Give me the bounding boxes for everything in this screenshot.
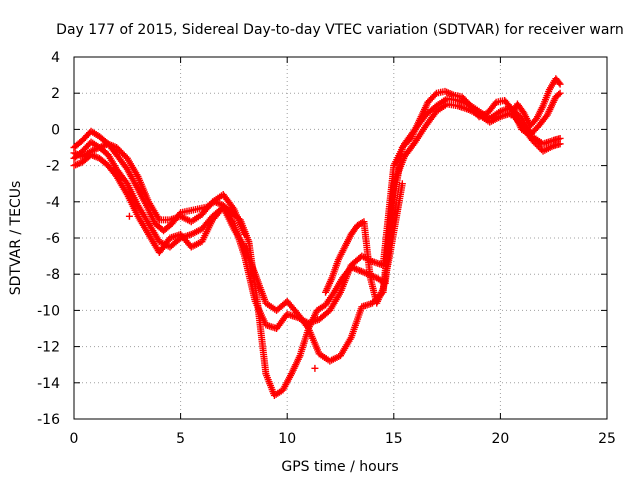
data-point [116, 147, 124, 155]
data-point [119, 150, 127, 158]
y-tick-label: -4 [46, 195, 60, 211]
data-point [555, 90, 563, 98]
data-point [515, 111, 523, 119]
data-point [303, 323, 311, 331]
data-point [120, 151, 128, 159]
data-point [534, 142, 542, 150]
data-point [398, 180, 406, 188]
data-point [311, 364, 319, 372]
x-tick-label: 15 [385, 431, 403, 447]
y-tick-label: 4 [51, 50, 60, 66]
data-point [556, 89, 564, 97]
chart-title: Day 177 of 2015, Sidereal Day-to-day VTE… [56, 22, 624, 38]
data-point [125, 212, 133, 220]
y-tick-label: -8 [46, 267, 60, 283]
data-point [533, 141, 541, 149]
data-point [117, 148, 125, 156]
data-point [556, 140, 564, 148]
data-point [556, 80, 564, 88]
series-track-3 [70, 100, 564, 365]
data-point [536, 144, 544, 152]
x-axis-title: GPS time / hours [281, 459, 398, 475]
data-point [431, 91, 439, 99]
data-point [528, 136, 536, 144]
y-axis-title: SDTVAR / TECUs [8, 181, 24, 296]
y-tick-labels: -16 -14 -12 -10 -8 -6 -4 -2 0 2 4 [37, 50, 60, 428]
x-tick-label: 10 [278, 431, 296, 447]
plot-frame [73, 56, 608, 420]
y-tick-label: -6 [46, 231, 60, 247]
data-point [114, 145, 122, 153]
x-tick-label: 0 [70, 431, 79, 447]
tick-marks [73, 56, 608, 420]
x-tick-label: 25 [598, 431, 616, 447]
y-tick-label: -10 [37, 303, 60, 319]
data-point [530, 138, 538, 146]
isolated-points [125, 212, 319, 372]
data-point [241, 230, 249, 238]
data-point [531, 139, 539, 147]
data-point [296, 314, 304, 322]
x-tick-label: 5 [176, 431, 185, 447]
x-tick-label: 20 [491, 431, 509, 447]
y-tick-label: -12 [37, 340, 60, 356]
series-track-6 [507, 75, 564, 130]
y-tick-label: -14 [37, 376, 60, 392]
y-tick-label: -2 [46, 159, 60, 175]
y-tick-label: -16 [37, 412, 60, 428]
series-track-5 [322, 180, 406, 307]
data-point [229, 203, 237, 211]
data-point [555, 79, 563, 87]
data-point [113, 144, 121, 151]
y-tick-label: 0 [51, 122, 60, 138]
series-track-4 [70, 140, 249, 238]
data-point [122, 178, 130, 186]
x-tick-labels: 0 5 10 15 20 25 [70, 431, 616, 447]
y-tick-label: 2 [51, 86, 60, 102]
series-track-2 [70, 95, 564, 332]
data-series [70, 75, 564, 399]
